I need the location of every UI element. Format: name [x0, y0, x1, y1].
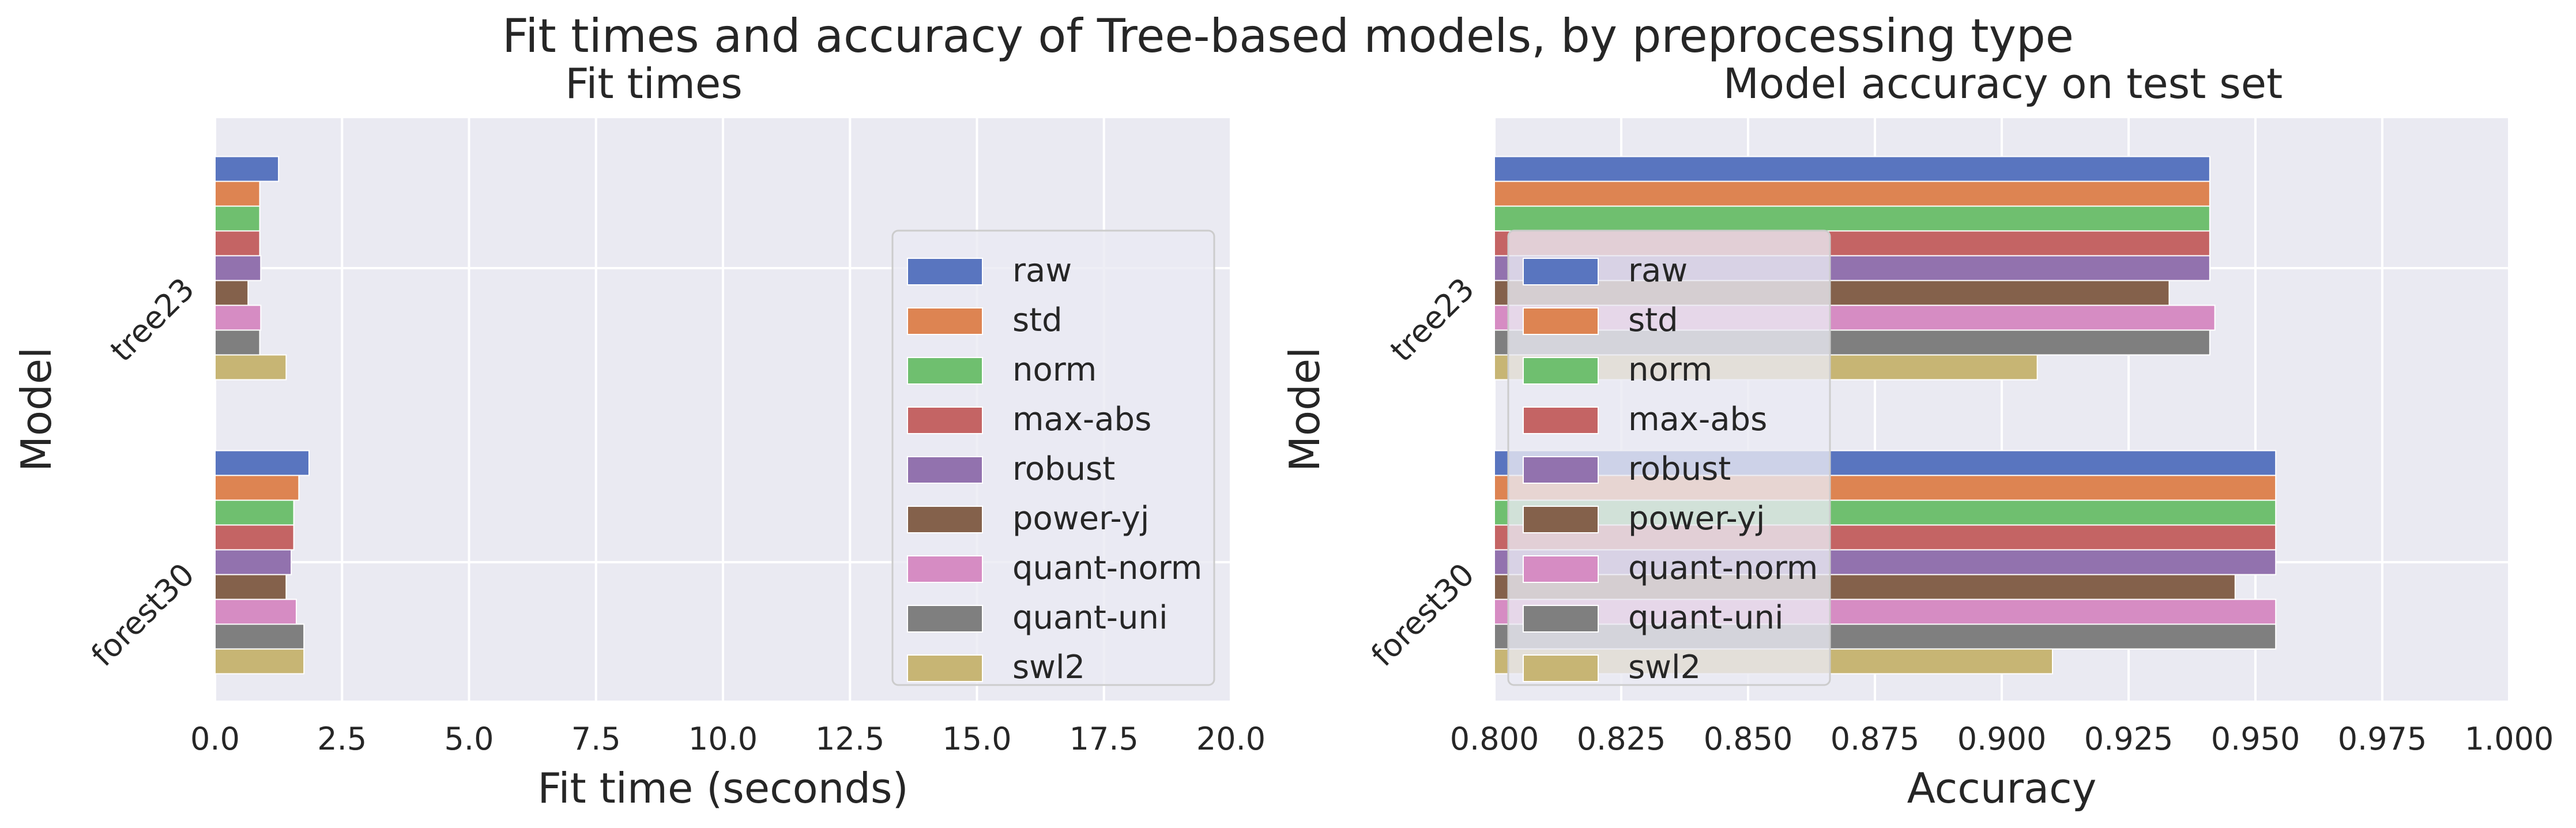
fit-times-x-tick-label: 15.0 — [942, 721, 1011, 757]
accuracy-x-tick-label: 0.925 — [2084, 721, 2174, 757]
accuracy-bar-tree23-raw — [1494, 156, 2210, 182]
fit-times-bar-forest30-power-yj — [214, 574, 287, 600]
accuracy-legend-swatch-quant-norm — [1523, 555, 1599, 583]
fit-times-chart: Fit times 0.0 2.5 5.0 7.5 10.0 12.5 15.0 17.5 20… — [12, 59, 1266, 812]
fit-times-legend-swatch-quant-uni — [907, 605, 983, 633]
fit-times-legend-label: std — [1012, 302, 1063, 339]
accuracy-legend: raw std norm max-abs robust power-yj quant-nor… — [1507, 229, 1831, 686]
accuracy-y-tick-label: tree23 — [1383, 271, 1481, 369]
fit-times-legend-label: power-yj — [1012, 500, 1149, 537]
accuracy-legend-label: raw — [1628, 252, 1688, 289]
fit-times-legend-swatch-robust — [907, 456, 983, 484]
fit-times-bar-forest30-robust — [214, 549, 292, 575]
accuracy-legend-swatch-std — [1523, 307, 1599, 335]
fit-times-legend-label: quant-uni — [1012, 599, 1168, 637]
fit-times-legend-label: norm — [1012, 351, 1097, 389]
accuracy-bar-tree23-norm — [1494, 205, 2210, 232]
fit-times-bars — [214, 156, 310, 675]
fit-times-legend-swatch-std — [907, 307, 983, 335]
accuracy-x-tick-label: 0.800 — [1450, 721, 1539, 757]
fit-times-bar-forest30-quant-uni — [214, 623, 305, 650]
accuracy-legend-swatch-power-yj — [1523, 506, 1599, 533]
accuracy-legend-swatch-robust — [1523, 456, 1599, 484]
fit-times-bar-tree23-norm — [214, 205, 261, 232]
accuracy-legend-label: swl2 — [1628, 649, 1701, 686]
accuracy-x-tick-label: 0.825 — [1577, 721, 1666, 757]
accuracy-title: Model accuracy on test set — [1723, 59, 2283, 108]
fit-times-bar-tree23-swl2 — [214, 354, 287, 381]
accuracy-x-tick-label: 0.975 — [2338, 721, 2427, 757]
fit-times-x-tick-label: 7.5 — [571, 721, 621, 757]
fit-times-bar-tree23-power-yj — [214, 280, 249, 306]
fit-times-x-tick-label: 2.5 — [317, 721, 367, 757]
accuracy-bar-tree23-std — [1494, 180, 2210, 207]
accuracy-legend-swatch-max-abs — [1523, 407, 1599, 434]
fit-times-x-ticks: 0.0 2.5 5.0 7.5 10.0 12.5 15.0 17.5 20.0 — [190, 721, 1266, 757]
fit-times-legend-label: raw — [1012, 252, 1072, 289]
fit-times-legend-label: quant-norm — [1012, 550, 1202, 587]
accuracy-chart: Model accuracy on test set 0.800 0.825 0.8… — [1281, 59, 2554, 812]
fit-times-legend-label: max-abs — [1012, 401, 1151, 438]
fit-times-bar-forest30-raw — [214, 450, 310, 476]
fit-times-y-tick-label: forest30 — [84, 556, 201, 673]
fit-times-y-ticks: tree23 forest30 — [84, 271, 201, 673]
accuracy-x-ticks: 0.800 0.825 0.850 0.875 0.900 0.925 0.950 0.975… — [1450, 721, 2554, 757]
fit-times-x-tick-label: 17.5 — [1069, 721, 1139, 757]
fit-times-bar-forest30-norm — [214, 499, 295, 526]
accuracy-legend-label: power-yj — [1628, 500, 1765, 537]
fit-times-bar-forest30-std — [214, 475, 300, 501]
fit-times-x-tick-label: 12.5 — [815, 721, 884, 757]
accuracy-y-tick-label: forest30 — [1364, 556, 1481, 673]
fit-times-legend-label: swl2 — [1012, 649, 1085, 686]
accuracy-legend-label: max-abs — [1628, 401, 1767, 438]
fit-times-y-axis-label: Model — [12, 347, 61, 472]
fit-times-bar-tree23-max-abs — [214, 230, 261, 257]
fit-times-legend: raw std norm max-abs robust power-yj quant-nor… — [891, 229, 1215, 686]
fit-times-title: Fit times — [565, 59, 742, 108]
fit-times-y-tick-label: tree23 — [103, 271, 201, 369]
accuracy-legend-swatch-raw — [1523, 258, 1599, 285]
accuracy-legend-label: robust — [1628, 450, 1731, 488]
fit-times-x-axis-label: Fit time (seconds) — [537, 764, 908, 812]
accuracy-legend-swatch-swl2 — [1523, 654, 1599, 682]
accuracy-legend-label: std — [1628, 302, 1678, 339]
accuracy-x-tick-label: 1.000 — [2465, 721, 2554, 757]
fit-times-bar-tree23-quant-uni — [214, 329, 261, 356]
accuracy-legend-label: norm — [1628, 351, 1712, 389]
fit-times-bar-tree23-quant-norm — [214, 304, 262, 331]
fit-times-x-tick-label: 5.0 — [445, 721, 494, 757]
accuracy-y-ticks: tree23 forest30 — [1364, 271, 1481, 673]
accuracy-x-tick-label: 0.875 — [1831, 721, 1920, 757]
fit-times-x-tick-label: 0.0 — [190, 721, 240, 757]
accuracy-x-tick-label: 0.900 — [1957, 721, 2047, 757]
accuracy-x-tick-label: 0.950 — [2211, 721, 2300, 757]
fit-times-legend-swatch-norm — [907, 357, 983, 385]
fit-times-bar-forest30-max-abs — [214, 524, 295, 551]
fit-times-x-tick-label: 20.0 — [1196, 721, 1266, 757]
fit-times-x-tick-label: 10.0 — [688, 721, 758, 757]
figure-title: Fit times and accuracy of Tree-based mod… — [502, 9, 2074, 63]
fit-times-legend-swatch-quant-norm — [907, 555, 983, 583]
fit-times-bar-forest30-swl2 — [214, 648, 305, 675]
accuracy-x-axis-label: Accuracy — [1907, 764, 2097, 812]
fit-times-legend-swatch-raw — [907, 258, 983, 285]
fit-times-bar-forest30-quant-norm — [214, 599, 297, 625]
fit-times-bar-tree23-robust — [214, 255, 262, 281]
fit-times-bar-tree23-std — [214, 180, 261, 207]
fit-times-legend-swatch-power-yj — [907, 506, 983, 533]
accuracy-legend-swatch-quant-uni — [1523, 605, 1599, 633]
fit-times-bar-tree23-raw — [214, 156, 280, 182]
accuracy-legend-label: quant-uni — [1628, 599, 1784, 637]
accuracy-y-axis-label: Model — [1281, 347, 1329, 472]
accuracy-legend-label: quant-norm — [1628, 550, 1818, 587]
fit-times-legend-label: robust — [1012, 450, 1115, 488]
fit-times-legend-swatch-max-abs — [907, 407, 983, 434]
accuracy-legend-swatch-norm — [1523, 357, 1599, 385]
fit-times-legend-swatch-swl2 — [907, 654, 983, 682]
accuracy-x-tick-label: 0.850 — [1704, 721, 1793, 757]
